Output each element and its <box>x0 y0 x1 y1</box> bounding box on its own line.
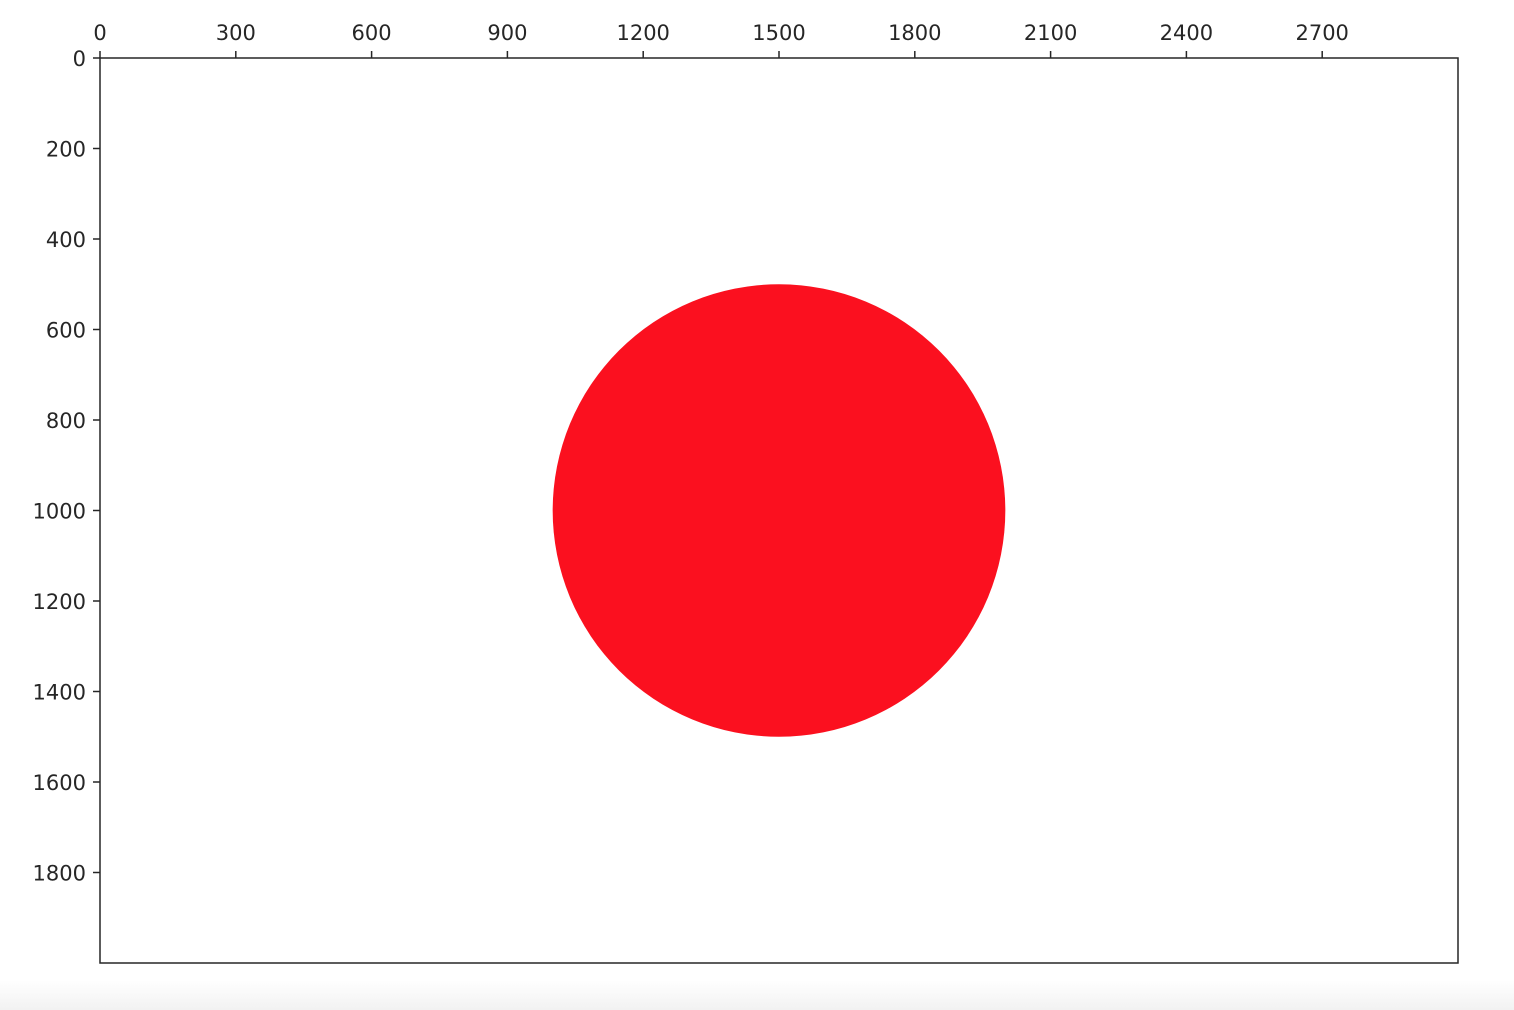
y-tick-label: 800 <box>46 409 86 433</box>
x-tick-label: 1800 <box>888 21 941 45</box>
plot-frame <box>99 57 1459 964</box>
y-tick-label: 1400 <box>33 681 86 705</box>
x-tick-label: 1500 <box>752 21 805 45</box>
x-tick-label: 2400 <box>1160 21 1213 45</box>
y-tick-label: 1000 <box>33 500 86 524</box>
y-tick-label: 400 <box>46 228 86 252</box>
red-circle <box>552 284 1006 737</box>
y-tick-label: 600 <box>46 319 86 343</box>
x-axis-ticks: 0 300 600 900 1200 1500 1800 2100 2400 2700 <box>93 21 1349 58</box>
y-tick-label: 1800 <box>33 862 86 886</box>
x-tick-label: 2700 <box>1295 21 1348 45</box>
x-tick-label: 900 <box>487 21 527 45</box>
y-tick-label: 0 <box>73 47 86 71</box>
x-tick-label: 600 <box>352 21 392 45</box>
y-axis-ticks: 0 200 400 600 800 1000 1200 1400 1600 1800 <box>33 47 100 886</box>
y-tick-label: 1600 <box>33 771 86 795</box>
x-tick-label: 300 <box>216 21 256 45</box>
y-tick-label: 200 <box>46 138 86 162</box>
y-tick-label: 1200 <box>33 590 86 614</box>
chart-marks <box>552 284 1006 737</box>
x-tick-label: 0 <box>93 21 106 45</box>
bottom-strip <box>0 980 1514 1010</box>
x-tick-label: 1200 <box>616 21 669 45</box>
x-tick-label: 2100 <box>1024 21 1077 45</box>
